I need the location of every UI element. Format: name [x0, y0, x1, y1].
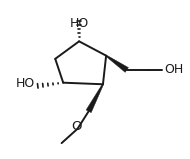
Text: HO: HO	[15, 77, 35, 90]
Text: O: O	[71, 120, 82, 133]
Polygon shape	[86, 84, 104, 113]
Text: OH: OH	[164, 63, 183, 76]
Text: HO: HO	[70, 17, 89, 30]
Polygon shape	[106, 55, 128, 72]
